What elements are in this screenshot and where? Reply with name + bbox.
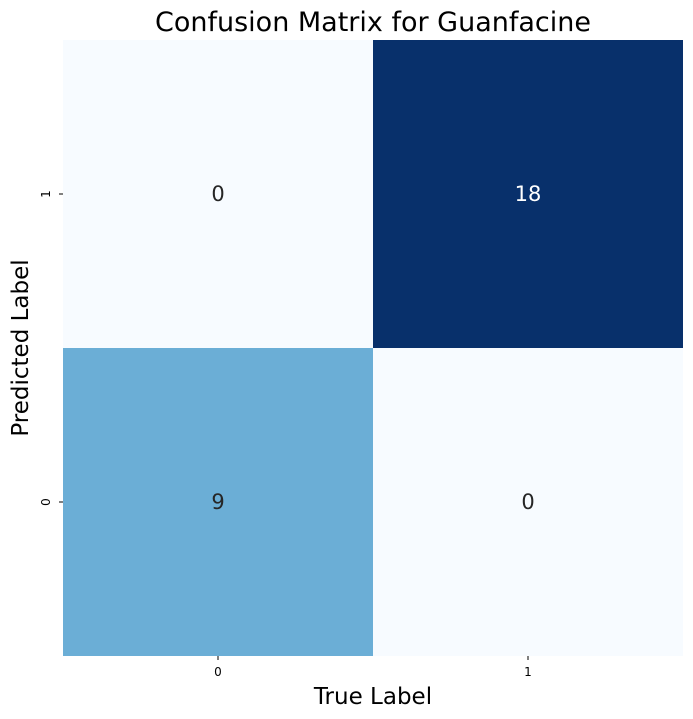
chart-title: Confusion Matrix for Guanfacine	[155, 7, 591, 38]
heatmap-cells	[63, 40, 683, 656]
cell-value-r1-c1: 0	[521, 490, 534, 514]
heatmap-cell-r1-c0	[63, 348, 373, 656]
heatmap-cell-r0-c1	[373, 40, 683, 348]
heatmap-cell-r1-c1	[373, 348, 683, 656]
x-tick-label-1: 1	[524, 665, 532, 679]
y-axis-ticks: 10	[39, 190, 63, 506]
cell-value-r1-c0: 9	[211, 490, 224, 514]
x-axis-label: True Label	[313, 684, 432, 710]
y-tick-label-0: 1	[39, 190, 53, 198]
cell-value-r0-c0: 0	[211, 182, 224, 206]
heatmap-annotations: 0 18 9 0	[211, 182, 541, 514]
heatmap-cell-r0-c0	[63, 40, 373, 348]
cell-value-r0-c1: 18	[515, 182, 542, 206]
x-tick-label-0: 0	[214, 665, 222, 679]
y-axis-label: Predicted Label	[8, 259, 34, 436]
y-tick-label-1: 0	[39, 498, 53, 506]
